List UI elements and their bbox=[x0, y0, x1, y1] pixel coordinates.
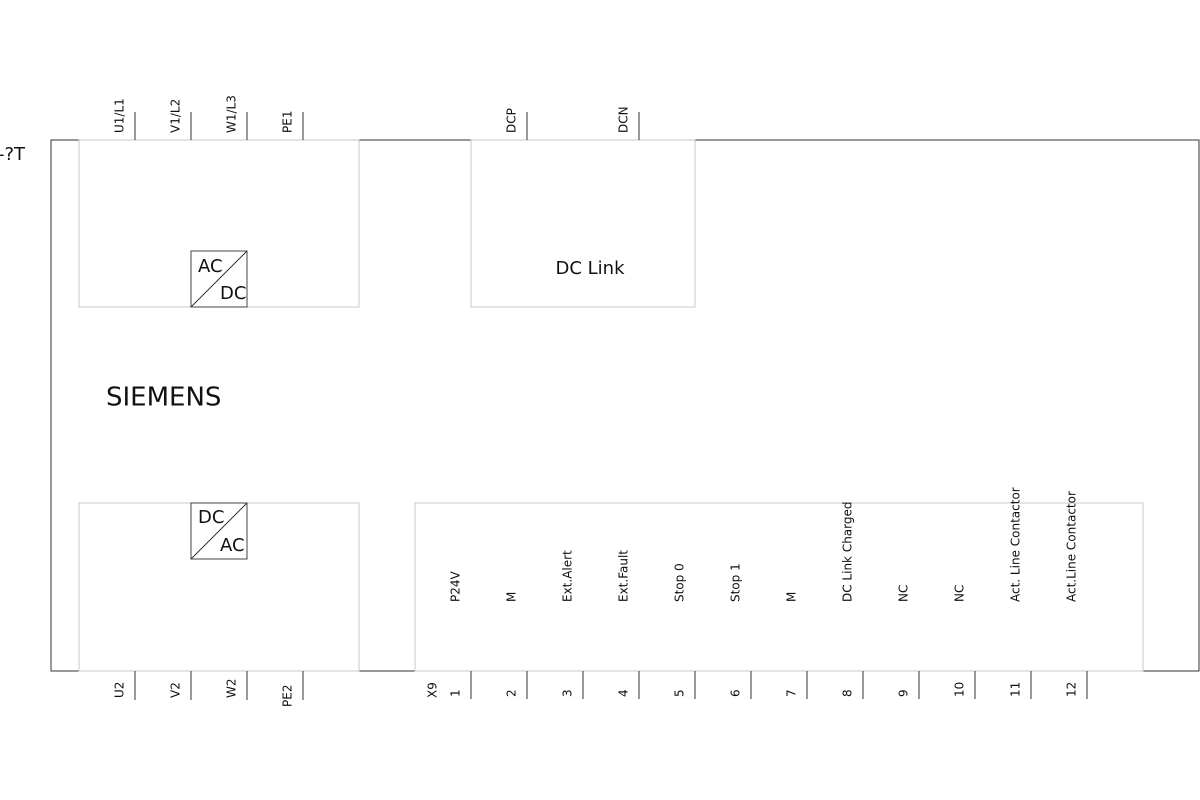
rectifier-bottom: DC bbox=[220, 283, 246, 304]
top-terminal-label: V1/L2 bbox=[169, 99, 183, 133]
pin-number: 10 bbox=[953, 682, 967, 697]
connector-label: X9 bbox=[426, 682, 440, 698]
pin-number: 5 bbox=[673, 689, 687, 697]
signal-label: Ext.Fault bbox=[617, 550, 631, 602]
inverter-diagonal bbox=[190, 502, 248, 560]
dc-link-section bbox=[470, 139, 696, 308]
pin-number: 11 bbox=[1009, 682, 1023, 697]
signal-label: DC Link Charged bbox=[841, 502, 855, 603]
signal-label: Act. Line Contactor bbox=[1009, 487, 1023, 602]
pin-number: 9 bbox=[897, 689, 911, 697]
signal-label: Ext.Alert bbox=[561, 550, 575, 602]
pin-number: 8 bbox=[841, 689, 855, 697]
signal-label: Stop 0 bbox=[673, 563, 687, 602]
signal-label: Stop 1 bbox=[729, 563, 743, 602]
designation: -?T bbox=[0, 144, 26, 165]
inverter-bottom: AC bbox=[220, 535, 245, 556]
pin-number: 2 bbox=[505, 689, 519, 697]
brand: SIEMENS bbox=[106, 383, 221, 413]
control-section bbox=[414, 502, 1144, 672]
pin-number: 6 bbox=[729, 689, 743, 697]
dc-terminal-label: DCN bbox=[617, 106, 631, 133]
dc-terminal-label: DCP bbox=[505, 108, 519, 133]
signal-label: M bbox=[505, 592, 519, 602]
signal-label: P24V bbox=[449, 570, 463, 602]
inverter-symbol bbox=[190, 502, 248, 560]
pin-number: 7 bbox=[785, 689, 799, 697]
top-terminal-label: U1/L1 bbox=[113, 98, 127, 133]
signal-label: M bbox=[785, 592, 799, 602]
rectifier-symbol bbox=[190, 250, 248, 308]
signal-label: NC bbox=[897, 585, 911, 602]
inverter-top: DC bbox=[198, 507, 224, 528]
dc-link-label: DC Link bbox=[555, 258, 625, 279]
rectifier-section bbox=[78, 139, 360, 308]
inverter-section bbox=[78, 502, 360, 672]
bottom-terminal-label: PE2 bbox=[281, 685, 295, 707]
pin-number: 1 bbox=[449, 689, 463, 697]
pin-number: 12 bbox=[1065, 682, 1079, 697]
bottom-terminal-label: W2 bbox=[225, 679, 239, 699]
top-terminal-label: PE1 bbox=[281, 111, 295, 133]
rectifier-diagonal bbox=[190, 250, 248, 308]
pin-number: 3 bbox=[561, 689, 575, 697]
pin-number: 4 bbox=[617, 689, 631, 697]
bottom-terminal-label: U2 bbox=[113, 682, 127, 698]
bottom-terminal-label: V2 bbox=[169, 682, 183, 698]
top-terminal-label: W1/L3 bbox=[225, 95, 239, 133]
signal-label: NC bbox=[953, 585, 967, 602]
signal-label: Act.Line Contactor bbox=[1065, 491, 1079, 602]
rectifier-top: AC bbox=[198, 256, 223, 277]
